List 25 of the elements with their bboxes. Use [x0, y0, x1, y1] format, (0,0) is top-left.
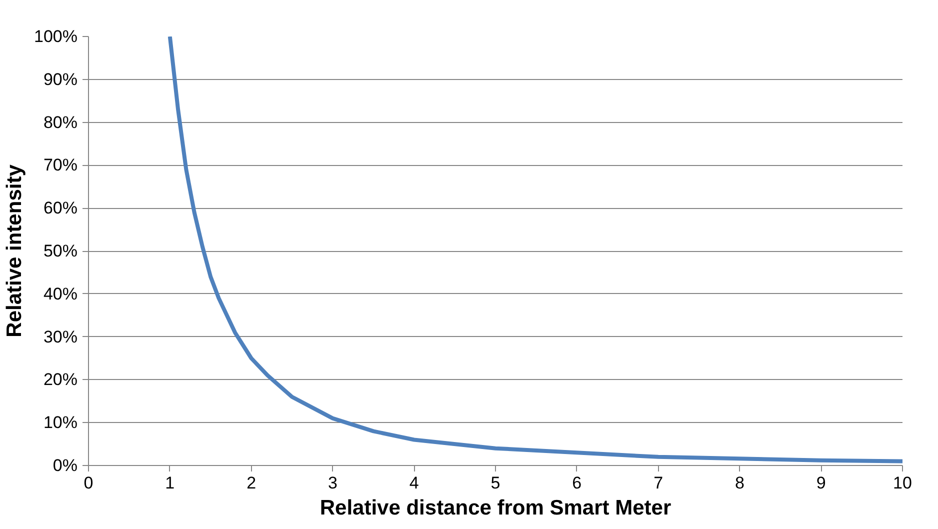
- y-tick-label: 20%: [43, 370, 78, 390]
- y-tick-label: 70%: [43, 156, 78, 175]
- x-tick-label: 9: [816, 474, 826, 492]
- x-tick-label: 1: [165, 474, 175, 492]
- x-tick-label: 0: [84, 474, 94, 492]
- x-tick-label: 6: [572, 474, 582, 492]
- x-tick-label: 4: [409, 474, 419, 492]
- y-axis-title: Relative intensity: [3, 164, 26, 338]
- x-tick-label: 5: [490, 474, 500, 492]
- x-tick-label: 8: [734, 474, 744, 492]
- x-tick-label: 2: [246, 474, 256, 492]
- y-tick-label: 100%: [34, 27, 78, 46]
- x-tick-label: 7: [654, 474, 664, 492]
- y-tick-label: 40%: [43, 284, 78, 304]
- y-tick-label: 80%: [43, 112, 78, 132]
- line-series: [168, 36, 902, 464]
- x-tick-label: 3: [328, 474, 338, 492]
- y-tick-label: 0%: [52, 456, 78, 475]
- x-tick-label: 10: [893, 474, 912, 492]
- y-tick-label: 30%: [43, 327, 78, 346]
- y-tick-label: 90%: [43, 70, 78, 89]
- y-tick-label: 60%: [43, 198, 78, 218]
- x-axis-title: Relative distance from Smart Meter: [320, 496, 672, 520]
- y-tick-label: 10%: [43, 413, 78, 432]
- y-tick-label: 50%: [43, 242, 78, 260]
